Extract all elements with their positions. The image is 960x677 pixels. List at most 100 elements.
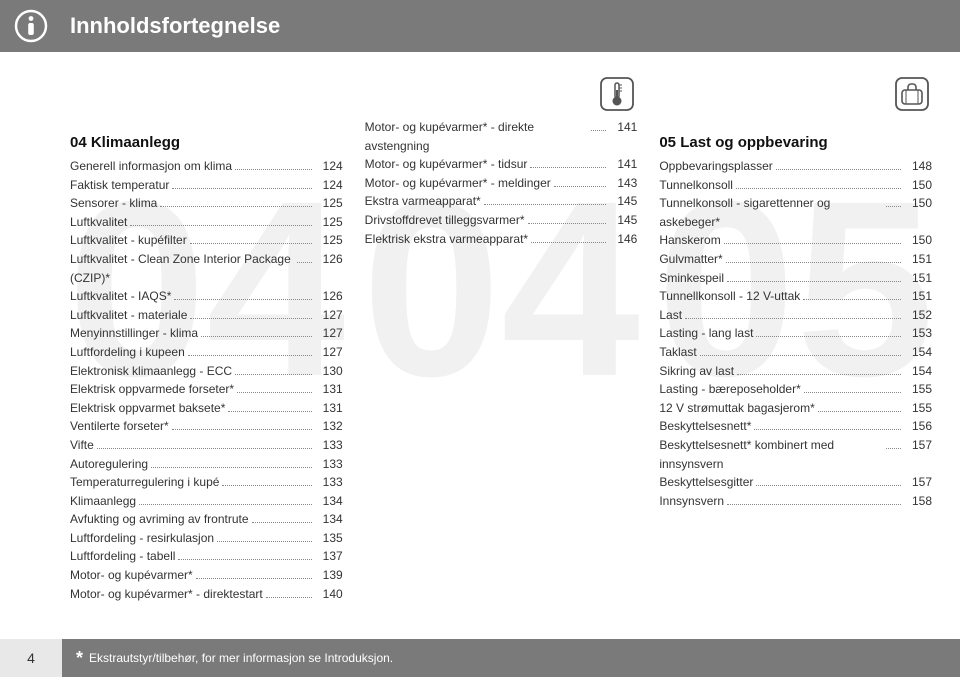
toc-entry: Motor- og kupévarmer* - direkte avstengn… <box>365 118 638 155</box>
toc-dots <box>756 336 901 337</box>
toc-label: Luftkvalitet - kupéfilter <box>70 231 187 250</box>
toc-dots <box>737 374 901 375</box>
toc-label: Luftfordeling - tabell <box>70 547 175 566</box>
toc-dots <box>188 355 312 356</box>
toc-dots <box>886 448 901 449</box>
toc-page: 132 <box>315 417 343 436</box>
toc-page: 151 <box>904 287 932 306</box>
toc-label: Avfukting og avriming av frontrute <box>70 510 249 529</box>
toc-page: 152 <box>904 306 932 325</box>
toc-label: Sikring av last <box>659 362 734 381</box>
toc-entry: Lasting - lang last153 <box>659 324 932 343</box>
toc-label: Beskyttelsesnett* kombinert med innsynsv… <box>659 436 883 473</box>
footer-bar: * Ekstrautstyr/tilbehør, for mer informa… <box>62 639 960 677</box>
toc-entry: Luftfordeling i kupeen 127 <box>70 343 343 362</box>
toc-dots <box>252 522 312 523</box>
toc-page: 139 <box>315 566 343 585</box>
toc-page: 125 <box>315 194 343 213</box>
toc-dots <box>237 392 312 393</box>
toc-page: 127 <box>315 306 343 325</box>
toc-dots <box>528 223 607 224</box>
toc-page: 126 <box>315 250 343 269</box>
footer: 4 * Ekstrautstyr/tilbehør, for mer infor… <box>0 639 960 677</box>
toc-label: Generell informasjon om klima <box>70 157 232 176</box>
toc-entry: Gulvmatter*151 <box>659 250 932 269</box>
toc-dots <box>685 318 901 319</box>
toc-label: Motor- og kupévarmer* - direktestart <box>70 585 263 604</box>
column-1: 04 04 Klimaanlegg Generell informasjon o… <box>70 74 343 617</box>
toc-dots <box>736 188 901 189</box>
header-bar: Innholdsfortegnelse <box>0 0 960 52</box>
toc-label: Menyinnstillinger - klima <box>70 324 198 343</box>
toc-label: 12 V strømuttak bagasjerom* <box>659 399 814 418</box>
toc-dots <box>754 429 901 430</box>
toc-entry: Menyinnstillinger - klima 127 <box>70 324 343 343</box>
toc-entry: Oppbevaringsplasser 148 <box>659 157 932 176</box>
toc-dots <box>97 448 312 449</box>
toc-label: Beskyttelsesgitter <box>659 473 753 492</box>
toc-page: 148 <box>904 157 932 176</box>
toc-dots <box>700 355 901 356</box>
toc-dots <box>172 188 311 189</box>
toc-label: Beskyttelsesnett* <box>659 417 751 436</box>
toc-page: 150 <box>904 194 932 213</box>
toc-entry: Lasting - bæreposeholder*155 <box>659 380 932 399</box>
toc-entry: Beskyttelsesnett*156 <box>659 417 932 436</box>
toc-dots <box>591 130 606 131</box>
toc-dots <box>235 169 312 170</box>
toc-entry: Motor- og kupévarmer* - direktestart 140 <box>70 585 343 604</box>
toc-entry: Avfukting og avriming av frontrute134 <box>70 510 343 529</box>
toc-dots <box>724 243 901 244</box>
toc-label: Drivstoffdrevet tilleggsvarmer* <box>365 211 525 230</box>
toc-dots <box>178 559 311 560</box>
toc-label: Innsynsvern <box>659 492 724 511</box>
toc-entry: Motor- og kupévarmer* - meldinger143 <box>365 174 638 193</box>
toc-entry: Luftkvalitet - Clean Zone Interior Packa… <box>70 250 343 287</box>
toc-dots <box>201 336 312 337</box>
toc-label: Sminkespeil <box>659 269 724 288</box>
toc-label: Ekstra varmeapparat* <box>365 192 481 211</box>
toc-label: Luftfordeling - resirkulasjon <box>70 529 214 548</box>
toc-dots <box>727 281 901 282</box>
toc-page: 141 <box>609 155 637 174</box>
toc-label: Elektrisk oppvarmet baksete* <box>70 399 225 418</box>
toc-label: Tunnelkonsoll - sigarettenner og askebeg… <box>659 194 883 231</box>
toc-dots <box>818 411 901 412</box>
toc-label: Luftfordeling i kupeen <box>70 343 185 362</box>
toc-entry: Ekstra varmeapparat*145 <box>365 192 638 211</box>
toc-dots <box>756 485 901 486</box>
toc-page: 146 <box>609 230 637 249</box>
header-title: Innholdsfortegnelse <box>62 13 280 39</box>
toc-entry: Klimaanlegg134 <box>70 492 343 511</box>
toc-entry: Ventilerte forseter*132 <box>70 417 343 436</box>
toc-label: Motor- og kupévarmer* - tidsur <box>365 155 528 174</box>
toc-entry: Tunnellkonsoll - 12 V-uttak151 <box>659 287 932 306</box>
toc-dots <box>803 299 901 300</box>
toc-entry: Last152 <box>659 306 932 325</box>
toc-page: 151 <box>904 269 932 288</box>
toc-label: Oppbevaringsplasser <box>659 157 772 176</box>
column-2: 04 Motor- og kupévarmer* - direkte avste… <box>365 74 638 617</box>
toc-page: 157 <box>904 473 932 492</box>
toc-label: Tunnelkonsoll <box>659 176 733 195</box>
toc-page: 150 <box>904 176 932 195</box>
toc-page: 131 <box>315 399 343 418</box>
toc-entry: Elektrisk oppvarmet baksete* 131 <box>70 399 343 418</box>
toc-page: 153 <box>904 324 932 343</box>
toc-dots <box>727 504 901 505</box>
toc-page: 157 <box>904 436 932 455</box>
toc-page: 141 <box>609 118 637 137</box>
toc-page: 127 <box>315 343 343 362</box>
toc-dots <box>139 504 312 505</box>
toc-entry: Tunnelkonsoll 150 <box>659 176 932 195</box>
toc-label: Temperaturregulering i kupé <box>70 473 219 492</box>
toc-list-col3: Oppbevaringsplasser148Tunnelkonsoll150Tu… <box>659 157 932 510</box>
toc-entry: Generell informasjon om klima124 <box>70 157 343 176</box>
toc-page: 150 <box>904 231 932 250</box>
toc-page: 140 <box>315 585 343 604</box>
toc-label: Motor- og kupévarmer* - direkte avstengn… <box>365 118 589 155</box>
toc-page: 143 <box>609 174 637 193</box>
toc-label: Hanskerom <box>659 231 720 250</box>
toc-dots <box>235 374 312 375</box>
toc-page: 127 <box>315 324 343 343</box>
